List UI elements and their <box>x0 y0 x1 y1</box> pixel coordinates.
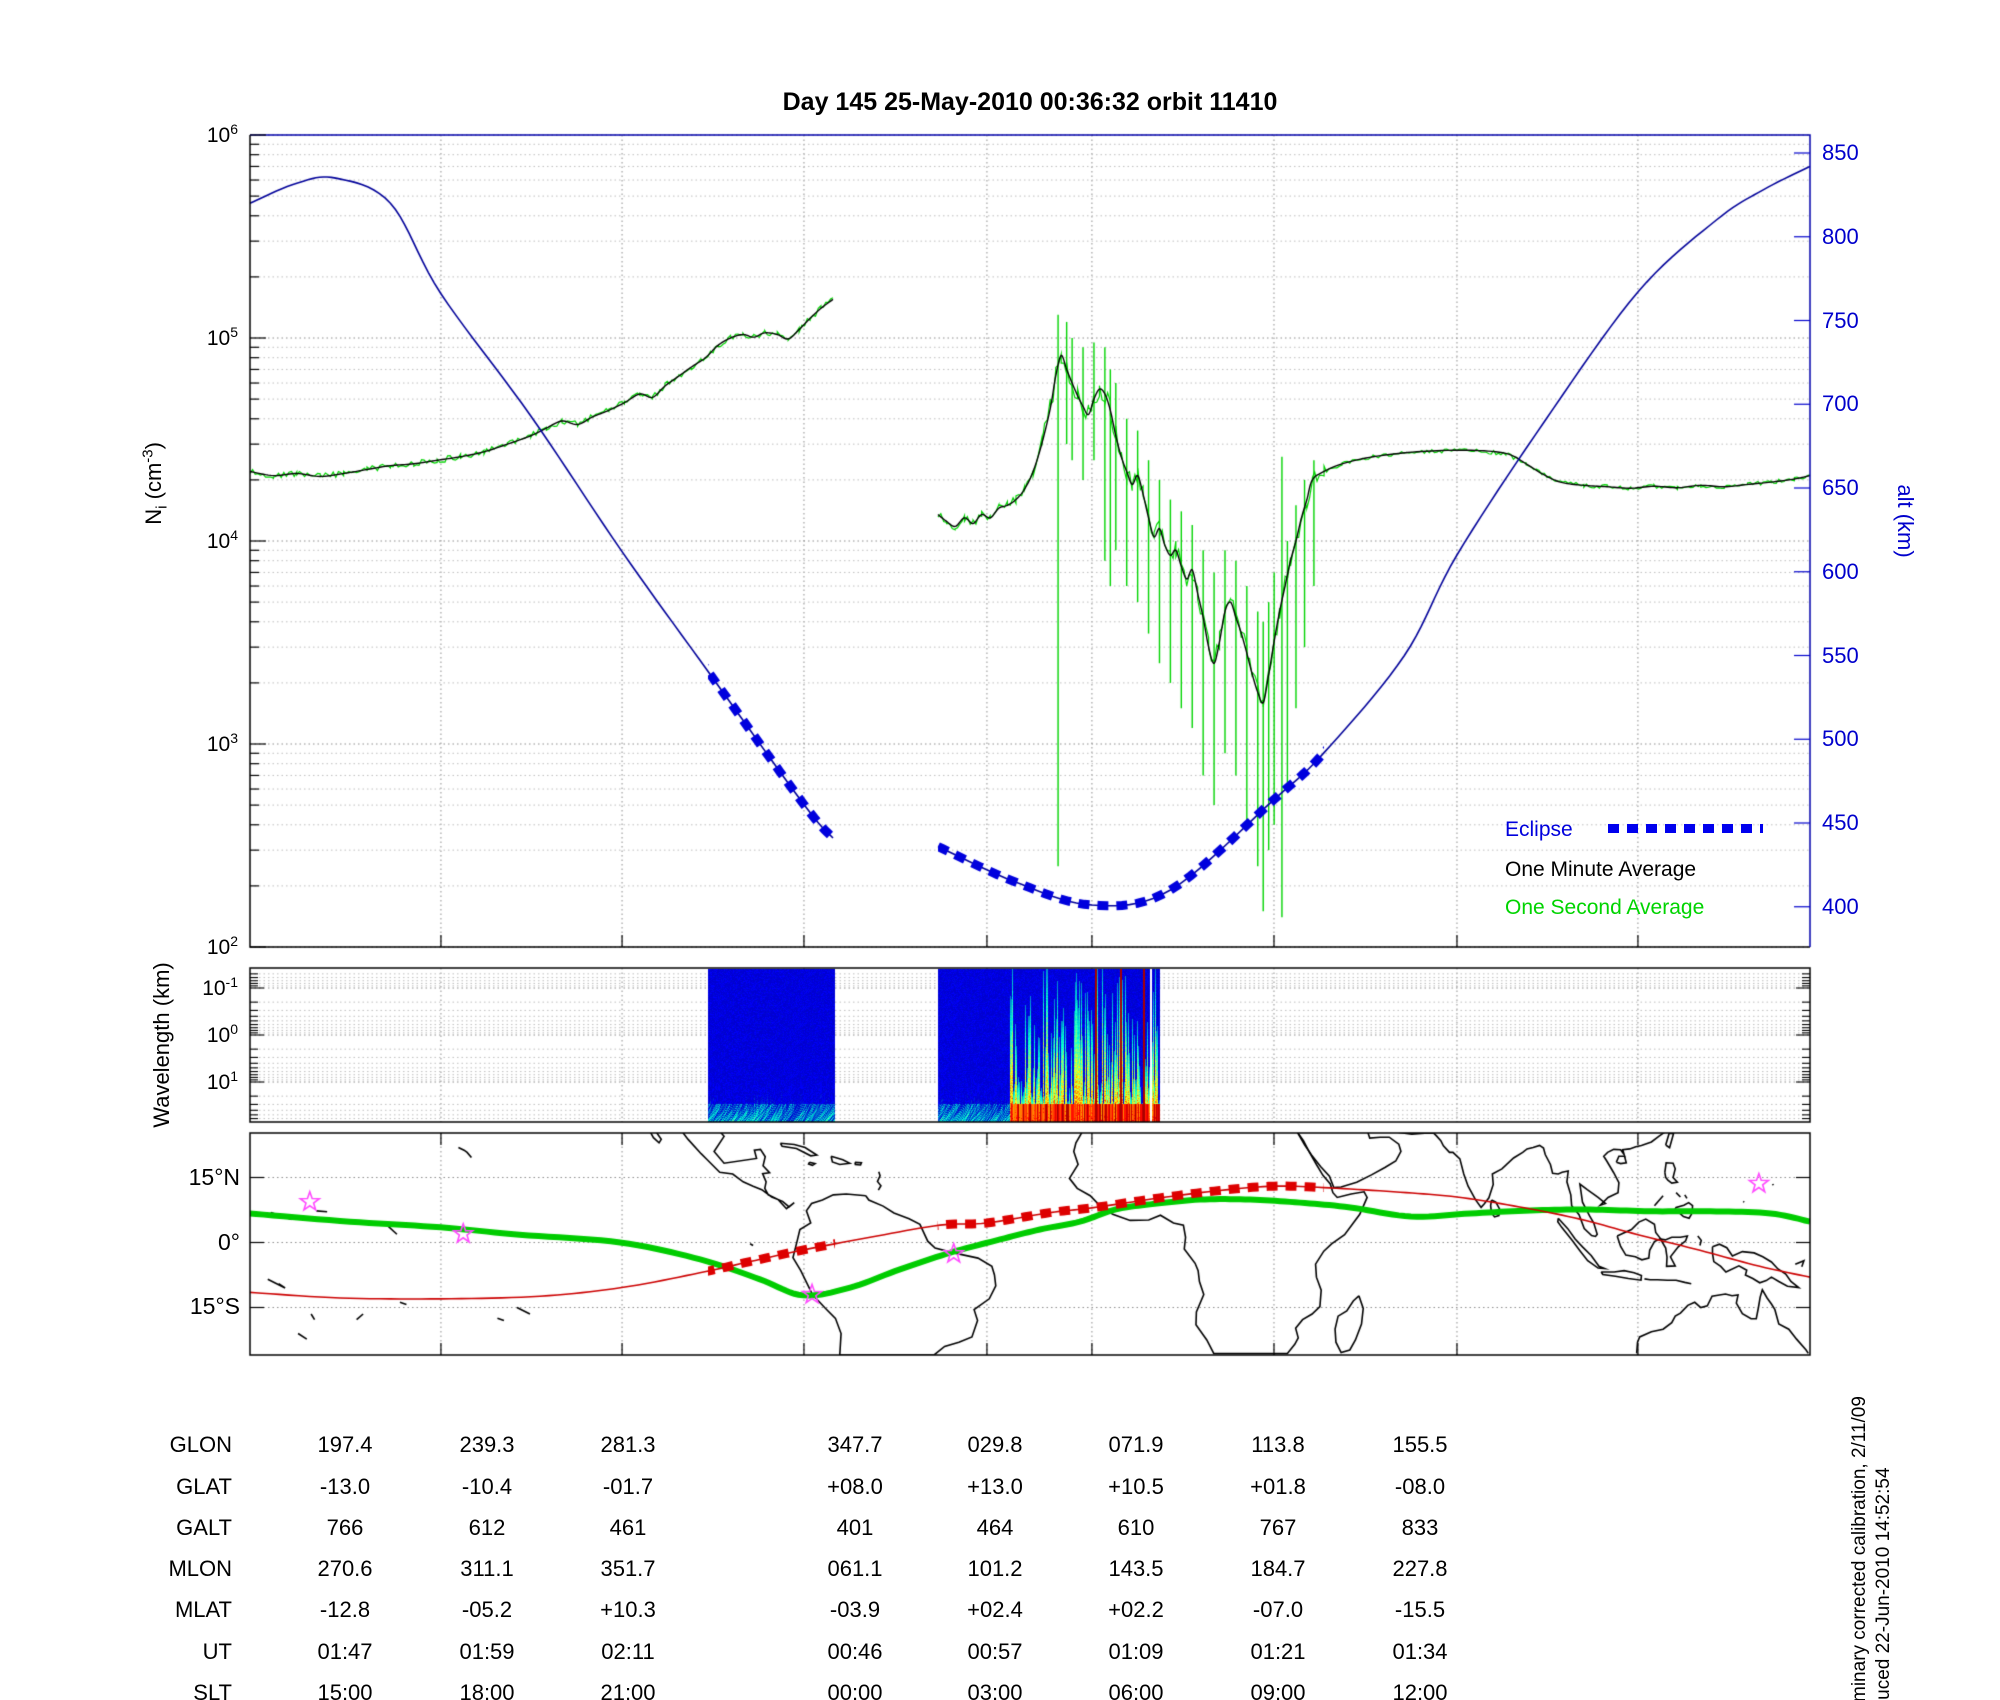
table-cell-glon-4: 029.8 <box>967 1432 1023 1457</box>
alt-tick-label: 800 <box>1822 223 1859 249</box>
table-cell-galt-6: 767 <box>1259 1515 1297 1540</box>
table-cell-galt-4: 464 <box>976 1515 1014 1540</box>
table-cell-glat-3: +08.0 <box>827 1474 883 1499</box>
table-cell-mlon-1: 311.1 <box>460 1556 514 1581</box>
alt-tick-label: 550 <box>1822 642 1859 668</box>
table-cell-glon-2: 281.3 <box>600 1432 656 1457</box>
produced-note: Preliminary corrected calibration, 2/11/… <box>1848 1396 1896 1700</box>
alt-axis-label: alt (km) <box>1893 484 1918 558</box>
table-cell-ut-4: 00:57 <box>967 1639 1023 1664</box>
table-row-label-galt: GALT <box>176 1515 232 1540</box>
table-cell-ut-7: 01:34 <box>1392 1639 1448 1664</box>
alt-tick-label: 500 <box>1822 726 1859 752</box>
alt-tick-label: 400 <box>1822 893 1859 919</box>
produced-note-line1: Preliminary corrected calibration, 2/11/… <box>1849 1396 1870 1700</box>
table-cell-galt-3: 401 <box>836 1515 874 1540</box>
table-cell-glat-0: -13.0 <box>319 1474 371 1499</box>
table-cell-mlat-1: -05.2 <box>461 1597 513 1622</box>
table-cell-slt-4: 03:00 <box>967 1680 1023 1700</box>
table-cell-mlon-7: 227.8 <box>1392 1556 1448 1581</box>
eclipse-dash-swatch <box>1608 824 1763 833</box>
table-cell-mlat-5: +02.2 <box>1108 1597 1164 1622</box>
table-cell-glat-4: +13.0 <box>967 1474 1023 1499</box>
ni-tick-label: 106 <box>206 121 238 147</box>
page-title: Day 145 25-May-2010 00:36:32 orbit 11410 <box>782 88 1278 116</box>
table-row-label-glat: GLAT <box>176 1474 232 1499</box>
alt-tick-label: 450 <box>1822 810 1859 835</box>
table-cell-glat-2: -01.7 <box>602 1474 654 1499</box>
table-cell-mlat-3: -03.9 <box>829 1597 881 1622</box>
table-cell-slt-1: 18:00 <box>459 1680 515 1700</box>
table-cell-glat-7: -08.0 <box>1394 1474 1446 1499</box>
table-cell-slt-7: 12:00 <box>1392 1680 1448 1700</box>
table-cell-mlon-3: 061.1 <box>827 1556 883 1581</box>
lat-tick-label: 15°N <box>188 1163 240 1190</box>
lat-tick-label: 0° <box>218 1228 240 1255</box>
table-cell-glon-0: 197.4 <box>317 1432 373 1457</box>
legend-label-eclipse: Eclipse <box>1505 818 1573 841</box>
table-cell-ut-1: 01:59 <box>459 1639 515 1664</box>
table-cell-galt-0: 766 <box>326 1515 364 1540</box>
table-cell-mlat-0: -12.8 <box>319 1597 371 1622</box>
table-cell-galt-2: 461 <box>609 1515 647 1540</box>
table-cell-glon-5: 071.9 <box>1108 1432 1164 1457</box>
table-row-label-mlon: MLON <box>168 1556 232 1581</box>
table-cell-mlon-6: 184.7 <box>1250 1556 1306 1581</box>
table-cell-mlat-6: -07.0 <box>1252 1597 1304 1622</box>
table-row-label-mlat: MLAT <box>174 1597 232 1622</box>
table-cell-slt-5: 06:00 <box>1108 1680 1164 1700</box>
wavelength-tick-label: 101 <box>206 1068 238 1094</box>
table-cell-mlon-0: 270.6 <box>317 1556 373 1581</box>
table-cell-ut-3: 00:46 <box>827 1639 883 1664</box>
produced-note-line2: Produced 22-Jun-2010 14:52:54 <box>1873 1467 1894 1700</box>
table-cell-ut-0: 01:47 <box>317 1639 373 1664</box>
table-cell-ut-6: 01:21 <box>1250 1639 1306 1664</box>
table-cell-glon-7: 155.5 <box>1392 1432 1448 1457</box>
table-cell-glon-3: 347.7 <box>827 1432 883 1457</box>
table-cell-mlon-5: 143.5 <box>1108 1556 1164 1581</box>
table-cell-slt-2: 21:00 <box>600 1680 656 1700</box>
table-cell-mlon-4: 101.2 <box>967 1556 1023 1581</box>
alt-tick-label: 700 <box>1822 391 1859 417</box>
alt-tick-label: 600 <box>1822 558 1859 584</box>
alt-tick-label: 750 <box>1822 307 1859 333</box>
table-row-label-glon: GLON <box>169 1432 232 1457</box>
table-cell-glon-6: 113.8 <box>1251 1432 1305 1457</box>
table-cell-slt-0: 15:00 <box>317 1680 373 1700</box>
legend-label-one-minute: One Minute Average <box>1505 858 1697 881</box>
ni-tick-label: 105 <box>206 324 238 350</box>
table-row-label-ut: UT <box>202 1639 232 1664</box>
lat-tick-label: 15°S <box>189 1293 240 1320</box>
table-cell-glat-1: -10.4 <box>461 1474 513 1499</box>
ni-tick-label: 102 <box>206 933 238 959</box>
table-cell-ut-2: 02:11 <box>601 1639 655 1664</box>
table-cell-slt-6: 09:00 <box>1250 1680 1306 1700</box>
table-cell-mlon-2: 351.7 <box>600 1556 656 1581</box>
ni-tick-label: 103 <box>206 730 238 756</box>
table-cell-glon-1: 239.3 <box>459 1432 515 1457</box>
ni-tick-label: 104 <box>206 527 238 553</box>
table-cell-mlat-2: +10.3 <box>600 1597 656 1622</box>
wavelength-tick-label: 100 <box>206 1021 238 1047</box>
table-row-label-slt: SLT <box>193 1680 232 1700</box>
wavelength-tick-label: 10-1 <box>202 974 238 1000</box>
table-cell-mlat-4: +02.4 <box>967 1597 1023 1622</box>
legend-label-one-second: One Second Average <box>1505 896 1705 919</box>
table-cell-glat-5: +10.5 <box>1108 1474 1164 1499</box>
alt-tick-label: 650 <box>1822 475 1859 500</box>
table-cell-galt-1: 612 <box>468 1515 506 1540</box>
table-cell-galt-5: 610 <box>1117 1515 1155 1540</box>
table-cell-galt-7: 833 <box>1401 1515 1439 1540</box>
table-cell-mlat-7: -15.5 <box>1394 1597 1446 1622</box>
table-cell-glat-6: +01.8 <box>1250 1474 1306 1499</box>
table-cell-ut-5: 01:09 <box>1108 1639 1164 1664</box>
alt-tick-label: 850 <box>1822 140 1859 165</box>
table-cell-slt-3: 00:00 <box>827 1680 883 1700</box>
